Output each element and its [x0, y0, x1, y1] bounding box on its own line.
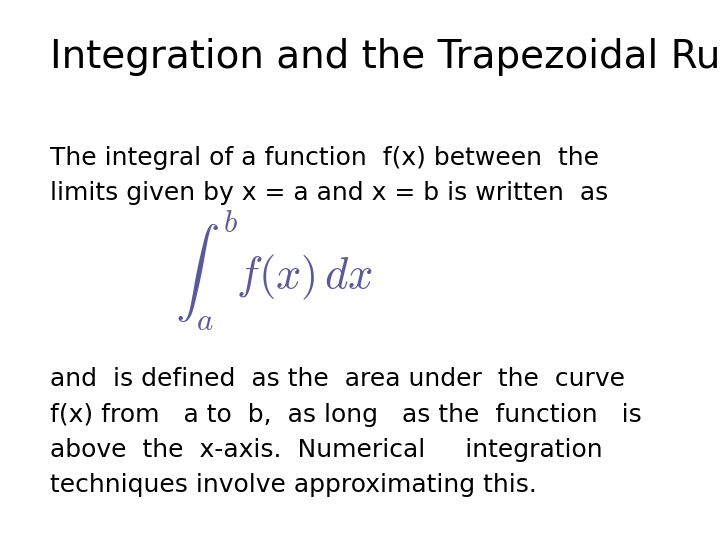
Text: $\int_{a}^{b} f(x)\,dx$: $\int_{a}^{b} f(x)\,dx$: [174, 208, 373, 332]
Text: The integral of a function  f(x) between  the
limits given by x = a and x = b is: The integral of a function f(x) between …: [50, 146, 608, 205]
Text: Integration and the Trapezoidal Rule: Integration and the Trapezoidal Rule: [50, 38, 720, 76]
Text: and  is defined  as the  area under  the  curve
f(x) from   a to  b,  as long   : and is defined as the area under the cur…: [50, 367, 642, 497]
